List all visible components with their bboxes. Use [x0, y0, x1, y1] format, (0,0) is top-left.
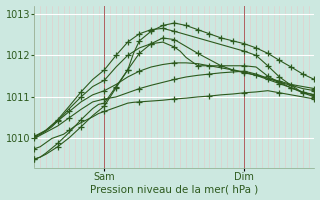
X-axis label: Pression niveau de la mer( hPa ): Pression niveau de la mer( hPa ) — [90, 184, 259, 194]
